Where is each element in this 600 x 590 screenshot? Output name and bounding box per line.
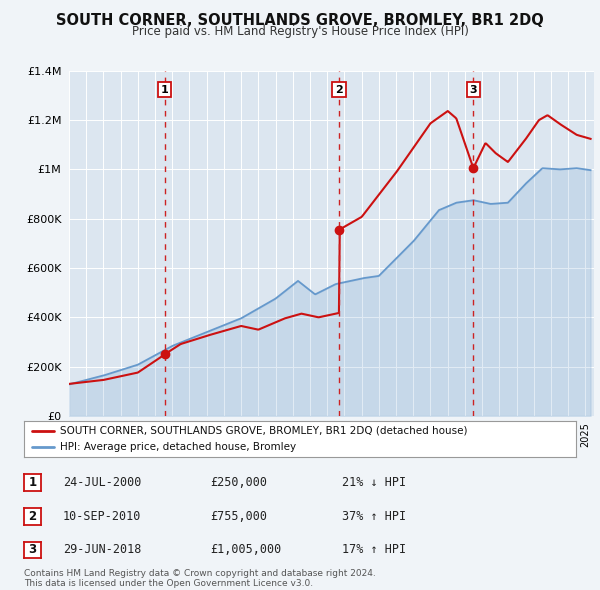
Text: 17% ↑ HPI: 17% ↑ HPI [342, 543, 406, 556]
Text: 10-SEP-2010: 10-SEP-2010 [63, 510, 142, 523]
Text: Price paid vs. HM Land Registry's House Price Index (HPI): Price paid vs. HM Land Registry's House … [131, 25, 469, 38]
Text: HPI: Average price, detached house, Bromley: HPI: Average price, detached house, Brom… [60, 442, 296, 453]
Text: Contains HM Land Registry data © Crown copyright and database right 2024.
This d: Contains HM Land Registry data © Crown c… [24, 569, 376, 588]
Text: 37% ↑ HPI: 37% ↑ HPI [342, 510, 406, 523]
Text: 3: 3 [28, 543, 37, 556]
Text: 21% ↓ HPI: 21% ↓ HPI [342, 476, 406, 489]
Text: £755,000: £755,000 [210, 510, 267, 523]
Text: 2: 2 [335, 84, 343, 94]
Text: 2: 2 [28, 510, 37, 523]
Text: SOUTH CORNER, SOUTHLANDS GROVE, BROMLEY, BR1 2DQ (detached house): SOUTH CORNER, SOUTHLANDS GROVE, BROMLEY,… [60, 425, 467, 435]
Text: 29-JUN-2018: 29-JUN-2018 [63, 543, 142, 556]
Text: £250,000: £250,000 [210, 476, 267, 489]
Text: 1: 1 [161, 84, 169, 94]
Text: £1,005,000: £1,005,000 [210, 543, 281, 556]
Text: SOUTH CORNER, SOUTHLANDS GROVE, BROMLEY, BR1 2DQ: SOUTH CORNER, SOUTHLANDS GROVE, BROMLEY,… [56, 13, 544, 28]
Text: 1: 1 [28, 476, 37, 489]
Text: 3: 3 [470, 84, 477, 94]
Text: 24-JUL-2000: 24-JUL-2000 [63, 476, 142, 489]
